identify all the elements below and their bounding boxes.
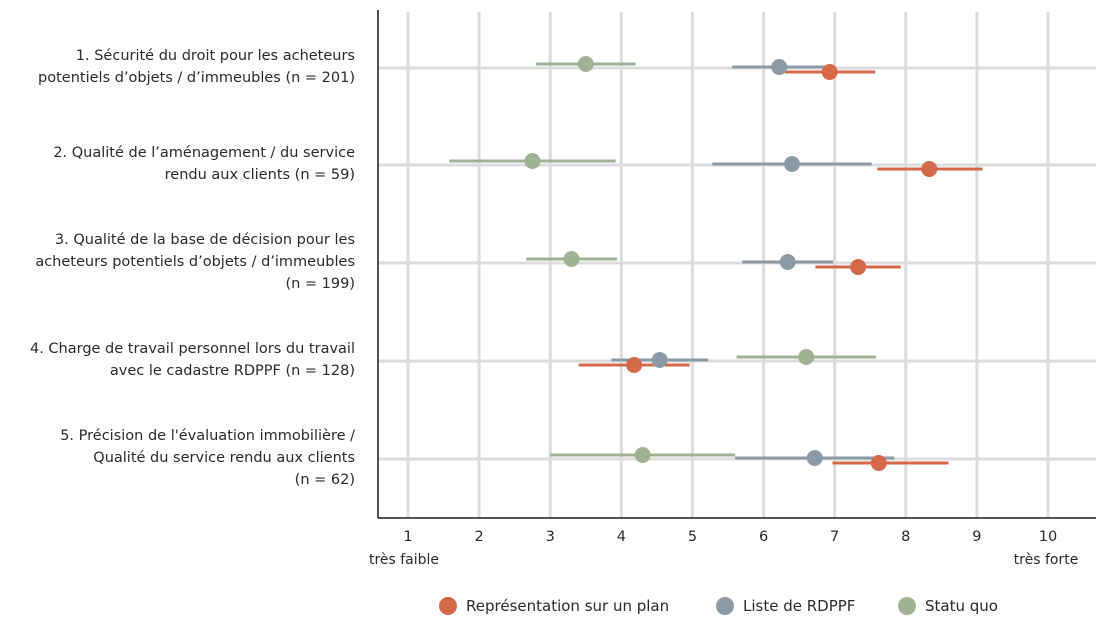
category-label: Qualité du service rendu aux clients <box>93 450 355 466</box>
x-tick-label: 5 <box>688 529 697 545</box>
x-tick-label: 9 <box>972 529 981 545</box>
category-label: avec le cadastre RDPPF (n = 128) <box>110 363 355 379</box>
x-tick-label: 7 <box>830 529 839 545</box>
x-tick-label: 1 <box>403 529 412 545</box>
mean-point <box>784 156 800 172</box>
category-label: (n = 62) <box>295 472 355 488</box>
mean-point <box>850 259 867 275</box>
x-label-high: très forte <box>1014 552 1079 568</box>
legend-swatch <box>439 597 457 615</box>
mean-point <box>771 59 788 75</box>
x-tick-label: 6 <box>759 529 768 545</box>
category-label: potentiels d’objets / d’immeubles (n = 2… <box>38 70 355 86</box>
axes <box>377 10 1096 519</box>
category-label: rendu aux clients (n = 59) <box>165 167 355 183</box>
legend: Représentation sur un plan Liste de RDPPF… <box>439 597 998 615</box>
mean-point <box>921 161 938 177</box>
x-tick-label: 2 <box>474 529 483 545</box>
mean-point <box>779 254 796 270</box>
category-bands <box>378 66 1096 461</box>
legend-label: Représentation sur un plan <box>466 597 669 615</box>
mean-point <box>798 349 815 365</box>
mean-point <box>806 450 823 466</box>
legend-swatch <box>898 597 916 615</box>
mean-points <box>524 56 938 471</box>
mean-point <box>626 357 643 373</box>
grid-lines <box>406 12 1050 518</box>
mean-point <box>524 153 541 169</box>
category-label: 2. Qualité de l’aménagement / du service <box>53 145 355 161</box>
mean-point <box>563 251 580 267</box>
mean-point <box>634 447 651 463</box>
legend-swatch <box>716 597 734 615</box>
mean-point <box>821 64 838 80</box>
category-label: (n = 199) <box>285 276 355 292</box>
x-label-low: très faible <box>369 552 439 568</box>
mean-point <box>577 56 594 72</box>
x-tick-label: 10 <box>1039 529 1057 545</box>
legend-label: Liste de RDPPF <box>743 597 855 615</box>
x-tick-label: 8 <box>901 529 910 545</box>
category-labels: 1. Sécurité du droit pour les acheteurs p… <box>30 48 355 488</box>
x-tick-label: 4 <box>617 529 626 545</box>
category-label: 1. Sécurité du droit pour les acheteurs <box>76 48 355 64</box>
mean-point <box>651 352 668 368</box>
legend-label: Statu quo <box>925 597 998 615</box>
x-tick-labels: 1 2 3 4 5 6 7 8 9 10 <box>403 529 1057 545</box>
mean-point <box>870 455 887 471</box>
category-label: 3. Qualité de la base de décision pour l… <box>55 232 355 248</box>
category-label: 4. Charge de travail personnel lors du t… <box>30 341 355 357</box>
category-label: acheteurs potentiels d’objets / d’immeub… <box>35 254 355 270</box>
x-tick-label: 3 <box>546 529 555 545</box>
category-label: 5. Précision de l'évaluation immobilière… <box>60 428 355 444</box>
